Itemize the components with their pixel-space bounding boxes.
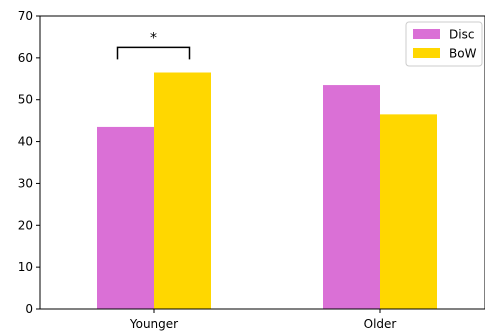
bar-disc-older (323, 85, 380, 309)
legend-swatch-disc (413, 29, 440, 39)
legend-label-bow: BoW (449, 47, 477, 61)
y-axis: 0 10 20 30 40 50 60 70 (18, 9, 40, 316)
y-tick-label: 70 (18, 9, 33, 23)
annotations: * (116, 30, 191, 60)
x-tick-label: Older (364, 317, 397, 331)
significance-bracket (116, 46, 191, 60)
bar-bow-older (380, 114, 437, 309)
y-tick-label: 0 (25, 302, 33, 316)
y-tick-label: 50 (18, 93, 33, 107)
bar-bow-younger (154, 72, 211, 309)
legend-label-disc: Disc (449, 28, 474, 42)
legend: Disc BoW (405, 21, 483, 67)
bar-disc-younger (97, 126, 154, 310)
y-tick-label: 20 (18, 218, 33, 232)
bars (97, 72, 437, 310)
x-tick-label: Younger (129, 317, 178, 331)
legend-swatch-bow (413, 48, 440, 58)
plot-frame (39, 15, 485, 310)
y-tick-label: 40 (18, 135, 33, 149)
significance-label: * (150, 30, 157, 46)
y-tick-label: 10 (18, 260, 33, 274)
x-axis: Younger Older (129, 309, 397, 331)
y-tick-label: 60 (18, 51, 33, 65)
y-tick-label: 30 (18, 176, 33, 190)
